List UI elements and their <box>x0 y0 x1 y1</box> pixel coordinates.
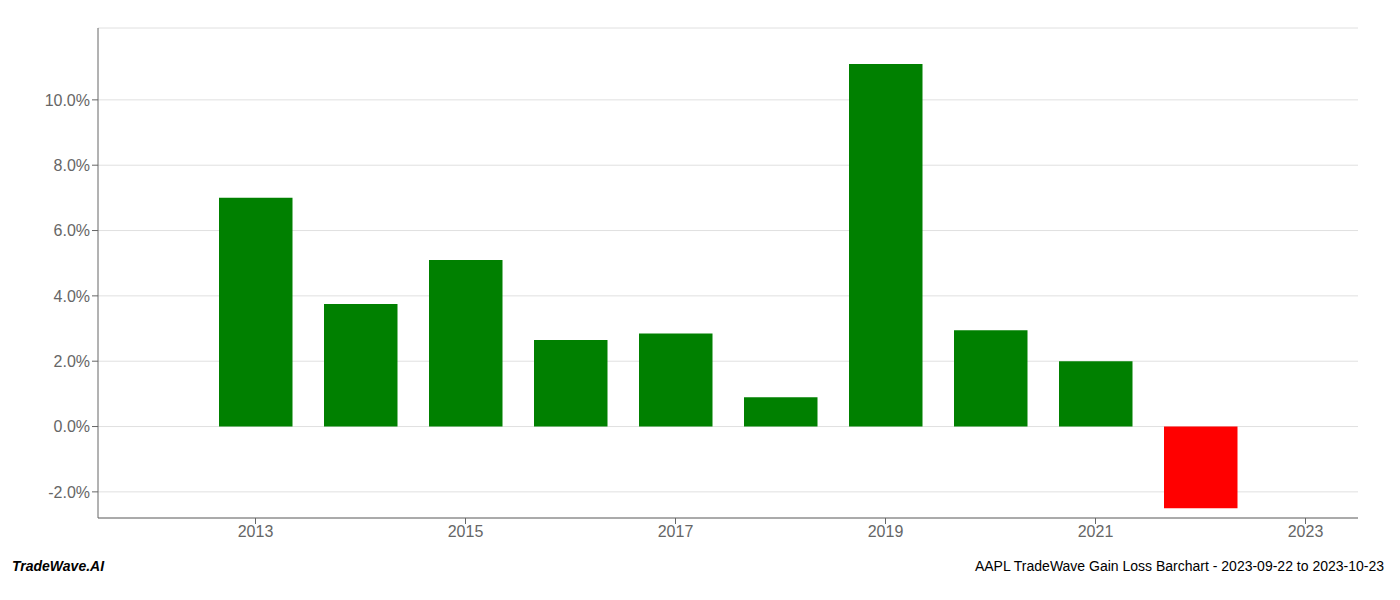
html-text:TradeWave.AI: TradeWave.AI <box>12 558 105 574</box>
svg-text:0.0%: 0.0% <box>54 418 90 435</box>
svg-text:2023: 2023 <box>1288 523 1324 540</box>
svg-text:10.0%: 10.0% <box>45 92 90 109</box>
svg-text:4.0%: 4.0% <box>54 288 90 305</box>
svg-text:2015: 2015 <box>448 523 484 540</box>
svg-text:2.0%: 2.0% <box>54 353 90 370</box>
svg-text:2019: 2019 <box>868 523 904 540</box>
svg-text:6.0%: 6.0% <box>54 222 90 239</box>
svg-text:8.0%: 8.0% <box>54 157 90 174</box>
svg-text:-2.0%: -2.0% <box>48 484 90 501</box>
svg-text:2013: 2013 <box>238 523 274 540</box>
svg-text:2021: 2021 <box>1078 523 1114 540</box>
html-text:AAPL TradeWave Gain Loss Barch: AAPL TradeWave Gain Loss Barchart - 2023… <box>974 558 1384 574</box>
svg-text:2017: 2017 <box>658 523 694 540</box>
